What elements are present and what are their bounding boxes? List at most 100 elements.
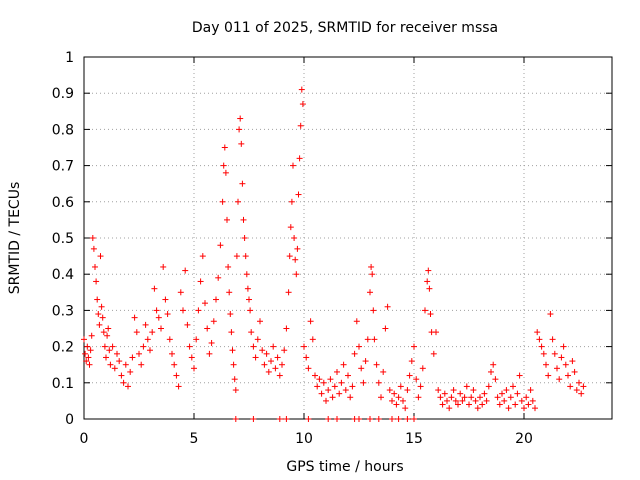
data-point <box>177 289 184 296</box>
data-point <box>303 354 310 361</box>
data-point <box>351 350 358 357</box>
data-point <box>382 325 389 332</box>
data-point <box>86 361 93 368</box>
data-point <box>439 401 446 408</box>
data-point <box>158 325 164 332</box>
data-point <box>427 311 434 318</box>
data-point <box>472 397 479 404</box>
data-point <box>151 285 158 292</box>
data-point <box>133 329 140 336</box>
data-point <box>424 278 431 285</box>
data-point <box>457 390 464 397</box>
data-point <box>82 350 89 357</box>
data-point <box>193 336 200 343</box>
data-point <box>295 191 302 198</box>
data-point <box>254 336 261 343</box>
data-point <box>164 311 171 318</box>
data-point <box>213 296 219 303</box>
data-point <box>404 387 411 394</box>
x-tick-label: 15 <box>405 431 423 447</box>
axis-ticks: 00.10.20.30.40.50.60.70.80.910 5 10 15 20 <box>52 50 612 447</box>
data-point <box>547 311 554 318</box>
data-point <box>89 235 96 241</box>
data-point <box>149 329 156 336</box>
data-point <box>523 394 530 401</box>
data-point <box>95 311 102 318</box>
y-tick-label: 0.1 <box>52 376 74 392</box>
y-tick-label: 0.8 <box>52 122 74 138</box>
data-point <box>325 387 332 394</box>
data-point <box>494 394 501 401</box>
data-point <box>353 318 360 325</box>
data-point <box>400 397 406 404</box>
data-point <box>268 358 274 365</box>
data-point <box>180 307 186 314</box>
data-point <box>525 401 532 408</box>
data-point <box>120 379 127 386</box>
data-point <box>106 347 113 354</box>
y-tick-label: 0.3 <box>52 303 74 319</box>
data-point <box>173 372 180 379</box>
data-point <box>104 332 111 339</box>
data-point <box>468 394 475 401</box>
data-point <box>466 401 472 408</box>
data-point <box>294 245 301 252</box>
data-point <box>404 416 411 422</box>
data-point <box>452 397 459 404</box>
data-point <box>230 361 237 368</box>
data-point <box>263 350 270 357</box>
data-point <box>417 383 424 390</box>
data-point <box>166 336 173 343</box>
data-point <box>240 216 247 223</box>
data-point <box>109 343 116 350</box>
data-point <box>116 358 123 365</box>
data-point <box>364 336 371 343</box>
data-point <box>175 383 182 390</box>
data-point <box>413 376 420 383</box>
data-point <box>235 198 241 205</box>
y-tick-label: 1 <box>65 50 74 66</box>
data-point <box>220 162 227 169</box>
data-point <box>92 263 98 270</box>
data-point <box>305 416 312 422</box>
y-tick-label: 0.7 <box>52 159 74 175</box>
data-point <box>228 329 235 336</box>
data-point <box>257 318 263 325</box>
data-point <box>142 321 149 328</box>
data-point <box>247 307 254 314</box>
data-point <box>100 329 107 336</box>
data-point <box>111 365 118 372</box>
data-point <box>97 253 104 260</box>
data-point <box>340 361 347 368</box>
data-point <box>375 416 382 422</box>
data-point <box>283 325 290 332</box>
data-point <box>129 354 136 361</box>
data-point <box>131 314 138 321</box>
data-point <box>107 361 114 368</box>
data-point <box>362 358 369 365</box>
data-point <box>375 379 382 386</box>
data-point <box>242 253 249 260</box>
data-point <box>204 325 211 332</box>
data-point <box>272 365 279 372</box>
data-point <box>562 361 569 368</box>
data-point <box>499 390 505 397</box>
data-point <box>516 372 523 379</box>
data-point <box>276 416 283 422</box>
data-point <box>512 401 519 408</box>
data-point <box>83 358 90 365</box>
data-point <box>155 314 162 321</box>
data-point <box>296 155 303 162</box>
data-point <box>227 311 234 318</box>
data-point <box>448 394 455 401</box>
data-point <box>395 416 402 422</box>
data-point <box>276 372 283 379</box>
data-point <box>224 216 230 223</box>
data-point <box>232 387 239 394</box>
data-point <box>87 347 94 354</box>
chart-title: Day 011 of 2025, SRMTID for receiver mss… <box>192 20 498 36</box>
data-point <box>309 336 316 343</box>
data-point <box>232 416 239 422</box>
data-point <box>342 387 349 394</box>
data-point <box>556 376 563 383</box>
